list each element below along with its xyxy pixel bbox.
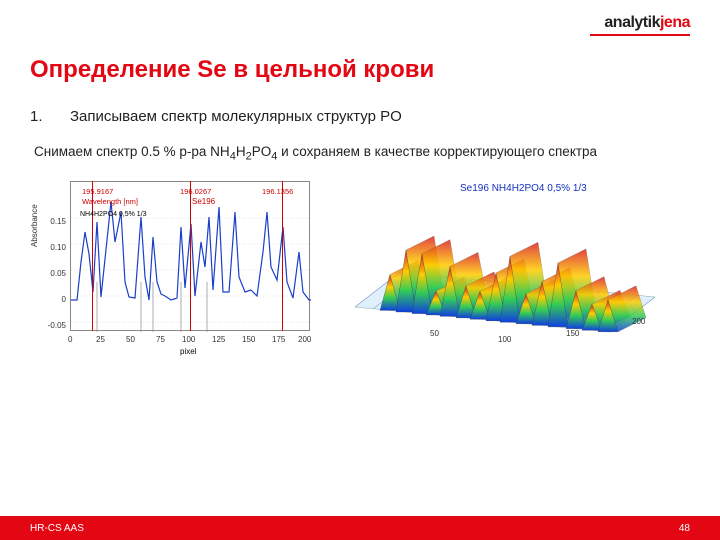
- chart-2d-xtick: 125: [212, 335, 225, 344]
- chart-2d-xtick: 25: [96, 335, 105, 344]
- chart-2d-xtick: 0: [68, 335, 72, 344]
- desc-mid2: PO: [252, 144, 272, 159]
- desc-mid1: H: [236, 144, 246, 159]
- chart-3d-xtick: 100: [498, 335, 511, 344]
- brand-part1: analytik: [604, 14, 660, 31]
- chart-3d-svg: [350, 177, 660, 357]
- chart-3d-xtick: 50: [430, 329, 439, 338]
- chart-2d-xtick: 150: [242, 335, 255, 344]
- footer-left: HR-CS AAS: [30, 523, 84, 534]
- chart-3d-peaks: [380, 236, 646, 332]
- chart-2d-ytick: -0.05: [38, 321, 66, 330]
- chart-2d-ytick: 0.15: [38, 217, 66, 226]
- footer-bar: HR-CS AAS 48: [0, 516, 720, 540]
- page-title: Определение Se в цельной крови: [30, 56, 690, 84]
- chart-2d-xlabel: pixel: [180, 347, 196, 356]
- chart-3d-surface: Se196 NH4H2PO4 0,5% 1/3 50 100 150 200: [350, 177, 660, 357]
- chart-2d-xtick: 50: [126, 335, 135, 344]
- chart-2d-xtick: 200: [298, 335, 311, 344]
- desc-post: и сохраняем в качестве корректирующего с…: [277, 144, 597, 159]
- charts-row: Absorbance -0.0500.050.100.15 0255075100…: [30, 177, 690, 357]
- step-text: Записываем спектр молекулярных структур …: [70, 108, 690, 125]
- desc-pre: Снимаем спектр 0.5 % р-ра NH: [34, 144, 230, 159]
- chart-2d-marker-line: [282, 181, 283, 331]
- chart-2d-wavelength: 196.0267: [180, 187, 211, 196]
- chart-2d-marker-line: [190, 181, 191, 331]
- footer-page-number: 48: [679, 523, 690, 534]
- brand-part2: jena: [660, 14, 690, 31]
- chart-2d-ytick: 0.10: [38, 243, 66, 252]
- chart-2d-wavelength: 195.9167: [82, 187, 113, 196]
- chart-2d-spectrum: Absorbance -0.0500.050.100.15 0255075100…: [30, 177, 320, 357]
- brand-logo: analytikjena: [604, 14, 690, 32]
- step-number: 1.: [30, 108, 70, 125]
- chart-2d-xtick: 175: [272, 335, 285, 344]
- chart-2d-xtick: 100: [182, 335, 195, 344]
- step-1: 1. Записываем спектр молекулярных структ…: [30, 108, 690, 125]
- chart-2d-wavelength-caption: Wavelength [nm]: [82, 197, 138, 206]
- brand-underline: [590, 34, 690, 36]
- chart-2d-se196-label: Se196: [192, 197, 215, 206]
- chart-3d-title: Se196 NH4H2PO4 0,5% 1/3: [460, 183, 587, 194]
- description: Снимаем спектр 0.5 % р-ра NH4H2PO4 и сох…: [30, 143, 690, 165]
- slide: analytikjena Определение Se в цельной кр…: [0, 0, 720, 540]
- chart-2d-ytick: 0.05: [38, 269, 66, 278]
- chart-2d-sample-label: NH4H2PO4 0,5% 1/3: [80, 211, 147, 218]
- chart-3d-xtick: 150: [566, 329, 579, 338]
- chart-2d-wavelength: 196.1356: [262, 187, 293, 196]
- chart-2d-ytick: 0: [38, 295, 66, 304]
- chart-2d-xtick: 75: [156, 335, 165, 344]
- chart-3d-xtick: 200: [632, 317, 645, 326]
